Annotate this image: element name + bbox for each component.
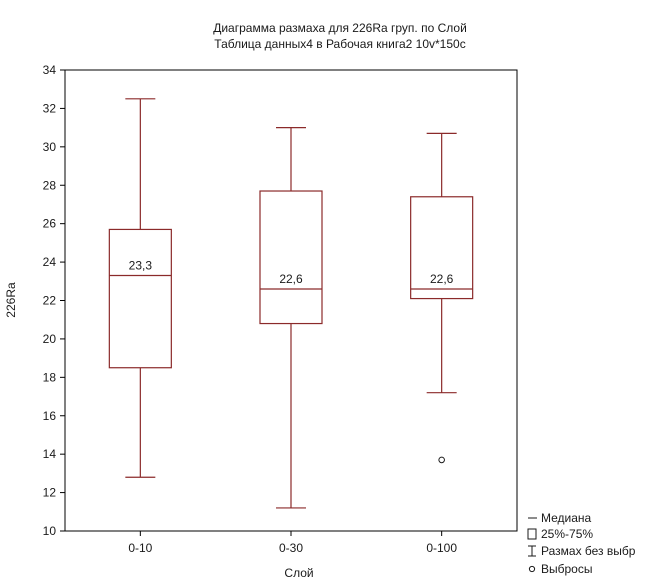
box-group: 22,6 <box>259 127 323 509</box>
y-tick-label: 14 <box>43 447 57 461</box>
box-group: 22,6 <box>410 132 474 464</box>
legend-outlier-label: Выбросы <box>541 562 592 576</box>
legend-median-label: Медиана <box>541 511 592 525</box>
chart-title-line-1: Диаграмма размаха для 226Ra груп. по Сло… <box>213 21 467 35</box>
median-value-label: 23,3 <box>129 259 153 273</box>
legend-whisker-label: Размах без выбр <box>541 544 636 558</box>
y-tick-label: 24 <box>43 255 57 269</box>
y-tick-label: 16 <box>43 409 57 423</box>
y-tick-label: 26 <box>43 217 57 231</box>
median-value-label: 22,6 <box>430 272 454 286</box>
plot-area-frame <box>64 69 518 532</box>
y-tick-label: 32 <box>43 101 57 115</box>
y-tick-label: 30 <box>43 140 57 154</box>
legend-box-label: 25%-75% <box>541 527 593 541</box>
y-axis-ticks: 10 12 14 16 18 20 22 24 26 28 30 32 34 <box>43 63 65 538</box>
y-tick-label: 10 <box>43 524 57 538</box>
median-value-label: 22,6 <box>279 272 303 286</box>
chart-title-line-2: Таблица данных4 в Рабочая книга2 10v*150… <box>214 37 465 51</box>
x-tick-label: 0-100 <box>426 541 457 555</box>
y-axis-label: 226Ra <box>4 282 18 318</box>
iqr-box <box>108 228 172 369</box>
x-tick-label: 0-10 <box>128 541 152 555</box>
x-tick-label: 0-30 <box>279 541 303 555</box>
legend-box-symbol <box>527 528 537 540</box>
box-group: 23,3 <box>108 98 172 478</box>
iqr-box <box>410 196 474 300</box>
y-tick-label: 22 <box>43 294 57 308</box>
y-tick-label: 28 <box>43 178 57 192</box>
chart-legend: Медиана 25%-75% Размах без выбр Выбросы <box>527 511 636 576</box>
y-tick-label: 18 <box>43 370 57 384</box>
outlier-point <box>438 456 445 464</box>
legend-outlier-symbol <box>528 565 536 573</box>
box-series: 23,3 22,6 22,6 <box>108 98 474 509</box>
y-tick-label: 34 <box>43 63 57 77</box>
y-tick-label: 20 <box>43 332 57 346</box>
legend-whisker-symbol <box>528 545 536 557</box>
iqr-box <box>259 190 323 325</box>
x-axis-label: Слой <box>284 566 313 580</box>
y-tick-label: 12 <box>43 486 57 500</box>
x-axis-ticks: 0-10 0-30 0-100 <box>128 531 457 555</box>
